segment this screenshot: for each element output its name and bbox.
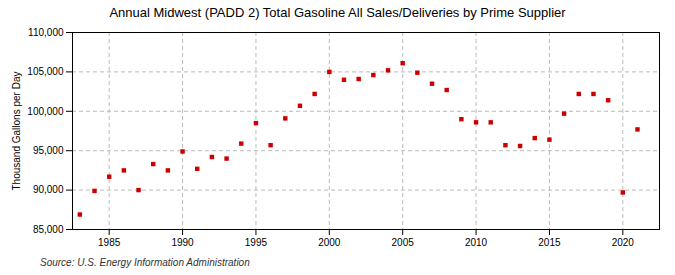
svg-text:85,000: 85,000 xyxy=(33,224,64,235)
svg-text:2020: 2020 xyxy=(612,237,635,248)
svg-text:1990: 1990 xyxy=(171,237,194,248)
svg-text:2000: 2000 xyxy=(318,237,341,248)
svg-text:1995: 1995 xyxy=(245,237,268,248)
svg-text:2015: 2015 xyxy=(538,237,561,248)
svg-text:2010: 2010 xyxy=(465,237,488,248)
svg-text:2005: 2005 xyxy=(392,237,415,248)
svg-text:1985: 1985 xyxy=(98,237,121,248)
html-text:Source: U.S. Energy Informatio: Source: U.S. Energy Information Administ… xyxy=(40,257,250,268)
html-text:Annual Midwest (PADD 2) Total: Annual Midwest (PADD 2) Total Gasoline A… xyxy=(109,5,566,20)
svg-text:105,000: 105,000 xyxy=(27,66,64,77)
svg-text:95,000: 95,000 xyxy=(33,145,64,156)
svg-text:90,000: 90,000 xyxy=(33,184,64,195)
svg-text:110,000: 110,000 xyxy=(28,27,64,38)
svg-text:Thousand Gallons per Day: Thousand Gallons per Day xyxy=(11,72,22,191)
svg-text:100,000: 100,000 xyxy=(27,106,64,117)
